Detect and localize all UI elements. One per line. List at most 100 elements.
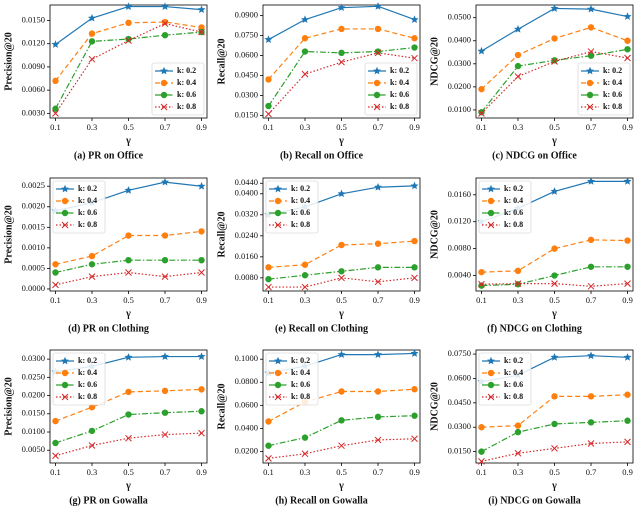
marker xyxy=(301,70,309,78)
marker xyxy=(198,269,205,276)
legend-label: k: 0.6 xyxy=(603,90,622,99)
y-tick-label: 0.0200 xyxy=(235,445,258,455)
marker xyxy=(161,20,169,27)
x-tick-label: 0.3 xyxy=(513,122,524,132)
x-axis-label: γ xyxy=(551,135,557,146)
legend-marker xyxy=(487,381,495,389)
marker xyxy=(124,186,133,194)
marker xyxy=(197,182,206,190)
legend-marker xyxy=(373,91,381,99)
x-tick-label: 0.5 xyxy=(123,467,134,477)
y-axis-label: Precision@20 xyxy=(3,32,14,91)
marker xyxy=(301,283,309,291)
legend-label: k: 0.2 xyxy=(390,66,409,75)
legend-label: k: 0.8 xyxy=(504,220,523,229)
x-tick-label: 0.9 xyxy=(409,467,420,477)
legend-label: k: 0.6 xyxy=(504,208,523,217)
marker xyxy=(624,438,631,446)
marker xyxy=(514,51,522,59)
y-tick-label: 0.0400 xyxy=(235,188,258,198)
marker xyxy=(301,272,309,279)
legend-marker xyxy=(61,393,69,401)
series-line xyxy=(55,432,202,457)
marker xyxy=(301,35,309,42)
y-tick-label: 0.0450 xyxy=(448,397,471,407)
panel: 0.0030 0.0060 0.0090 0.0120 0.0150 0.1 0.3 0.5 0… xyxy=(3,2,208,161)
series-line xyxy=(481,7,628,52)
legend-label: k: 0.4 xyxy=(291,368,310,377)
x-tick-label: 0.5 xyxy=(336,295,347,305)
marker xyxy=(411,237,418,245)
marker xyxy=(478,110,485,117)
legend-marker xyxy=(373,66,381,75)
x-tick-label: 0.3 xyxy=(300,295,311,305)
marker xyxy=(550,353,559,361)
marker xyxy=(125,232,132,239)
marker xyxy=(264,35,273,43)
legend-marker xyxy=(61,184,69,193)
legend-box xyxy=(52,352,106,406)
marker xyxy=(198,28,205,36)
legend-label: k: 0.8 xyxy=(291,220,310,229)
legend-marker xyxy=(487,393,495,401)
marker xyxy=(514,449,522,457)
x-tick-label: 0.7 xyxy=(373,295,384,305)
marker xyxy=(374,48,382,55)
marker xyxy=(587,24,595,31)
x-tick-label: 0.9 xyxy=(196,467,207,477)
legend-label: k: 0.2 xyxy=(78,184,97,193)
marker xyxy=(551,58,558,65)
marker xyxy=(478,85,485,93)
marker xyxy=(88,252,96,260)
marker xyxy=(125,35,132,43)
legend-marker xyxy=(487,221,495,229)
legend-label: k: 0.8 xyxy=(177,102,196,111)
marker xyxy=(161,352,170,360)
x-tick-label: 0.5 xyxy=(336,122,347,132)
marker xyxy=(587,4,596,13)
legend-label: k: 0.4 xyxy=(78,196,97,205)
marker xyxy=(551,245,558,252)
y-tick-label: 0.0120 xyxy=(448,216,471,226)
y-tick-label: 0.0300 xyxy=(22,353,45,363)
series-line xyxy=(55,271,202,286)
y-tick-label: 0.0250 xyxy=(22,371,45,381)
x-tick-label: 0.7 xyxy=(586,295,597,305)
legend-marker xyxy=(586,66,594,75)
marker xyxy=(514,422,522,429)
legend-label: k: 0.8 xyxy=(603,102,622,111)
x-tick-label: 0.1 xyxy=(263,467,274,477)
y-tick-label: 0.0050 xyxy=(22,444,45,454)
y-axis-label: Recall@20 xyxy=(216,39,227,85)
marker xyxy=(88,404,96,411)
legend-marker xyxy=(61,369,69,377)
marker xyxy=(265,110,272,118)
marker xyxy=(410,181,419,190)
marker xyxy=(587,351,596,360)
x-tick-label: 0.9 xyxy=(622,467,633,477)
marker xyxy=(125,434,132,442)
panel: 0.0050 0.0100 0.0150 0.0200 0.0250 0.0300 0.1 0… xyxy=(3,349,208,506)
marker xyxy=(125,37,132,44)
marker xyxy=(161,177,170,186)
marker xyxy=(161,409,169,416)
marker xyxy=(410,349,419,357)
y-tick-label: 0.0600 xyxy=(235,49,258,59)
marker xyxy=(88,30,96,37)
marker xyxy=(265,455,272,462)
marker xyxy=(197,352,206,360)
marker xyxy=(514,73,522,80)
legend-label: k: 0.8 xyxy=(78,220,97,229)
marker xyxy=(587,419,595,426)
y-tick-label: 0.1000 xyxy=(235,353,258,363)
marker xyxy=(551,35,558,42)
marker xyxy=(52,77,59,85)
y-tick-label: 0.0030 xyxy=(22,107,45,117)
y-tick-label: 0.0040 xyxy=(448,269,471,279)
marker xyxy=(161,431,169,438)
legend-marker xyxy=(160,79,168,87)
marker xyxy=(623,177,632,185)
legend-label: k: 0.2 xyxy=(291,356,310,365)
legend-marker xyxy=(274,393,282,401)
